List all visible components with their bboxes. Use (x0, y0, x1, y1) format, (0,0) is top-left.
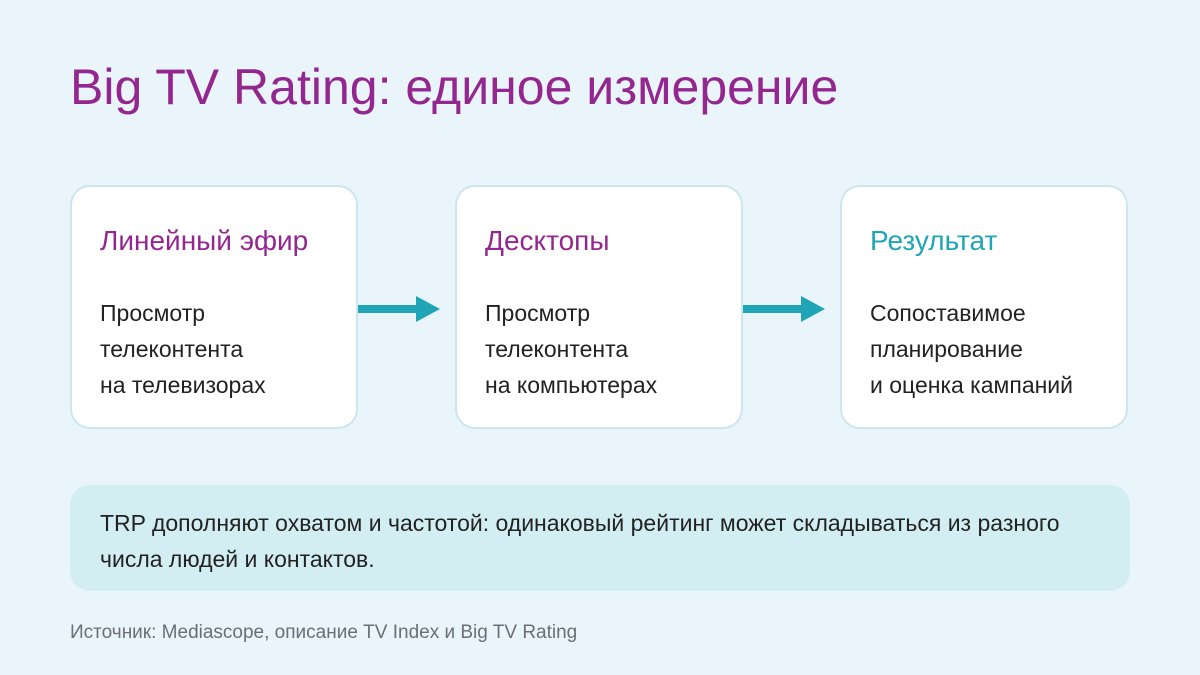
card-title: Результат (870, 225, 998, 256)
card-title: Десктопы (485, 225, 610, 256)
card: Десктопы Просмотр телеконтента на компью… (455, 185, 743, 429)
card-title: Линейный эфир (100, 225, 309, 256)
card: Результат Сопоставимое планирование и оц… (840, 185, 1128, 429)
card: Линейный эфир Просмотр телеконтента на т… (70, 185, 358, 429)
arrow (358, 296, 440, 322)
source: Источник: Mediascope, описание TV Index … (70, 622, 578, 643)
card-text: Сопоставимое планирование и оценка кампа… (870, 300, 1074, 398)
card-text: Просмотр телеконтента на телевизорах (100, 300, 266, 398)
arrow (743, 296, 825, 322)
note: TRP дополняют охватом и частотой: одинак… (70, 485, 1130, 591)
title: Big TV Rating: единое измерение (70, 59, 839, 115)
card-text: Просмотр телеконтента на компьютерах (485, 300, 658, 398)
